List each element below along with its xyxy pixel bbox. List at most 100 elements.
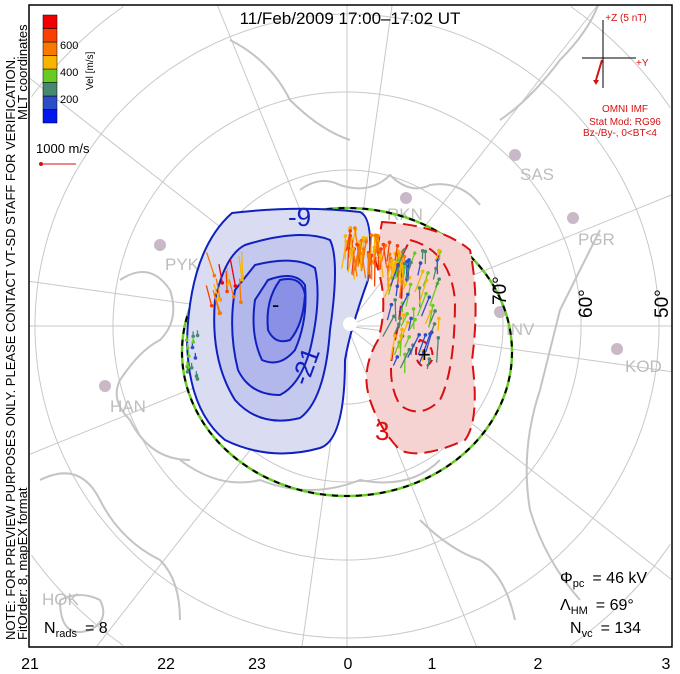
velocity-vector [379,255,384,278]
station-label: SAS [520,165,554,184]
hm-latitude: ΛHM = 69° [560,597,634,617]
velocity-vector [436,337,439,363]
vector-origin [343,234,348,238]
velocity-vector [417,262,422,276]
vector-origin [364,236,369,241]
vector-origin [191,334,196,339]
velocity-vector [419,351,425,363]
vector-origin [239,300,243,304]
vector-origin [390,258,395,263]
vector-origin [194,374,199,378]
imf-y-label: +Y [636,58,649,69]
vector-origin [436,336,441,340]
velocity-vector [205,285,213,306]
mlt-label: 0 [344,656,353,673]
imf-source: OMNI IMF [602,104,648,115]
velocity-vector [404,262,412,281]
velocity-vector [428,305,434,328]
vector-origin [409,260,413,265]
vector-origin [418,261,423,265]
vector-origin [395,284,400,289]
vector-origin [428,332,432,336]
velocity-colorbar [42,14,58,124]
velocity-vector [360,241,367,272]
potential-min-marker: - [272,292,279,317]
vector-origin [400,327,404,332]
velocity-vector [408,318,412,331]
vector-origin [437,248,441,253]
vector-origin [393,333,397,338]
station-label: PGR [578,230,615,249]
velocity-vector [352,247,360,276]
vector-origin [366,255,371,259]
velocity-vector [390,264,399,287]
vector-origin [353,226,357,230]
vector-origin [437,277,441,281]
vector-origin [395,355,400,359]
vector-origin [364,239,368,244]
station-label: HOK [42,590,80,609]
colorbar-segment [42,68,58,83]
vector-origin [407,335,411,339]
reference-vector-label: 1000 m/s [36,141,90,156]
velocity-vector [351,249,358,277]
coordinate-system: MLT coordinates [15,24,30,120]
station-label: KOD [625,357,662,376]
vector-origin [431,303,435,308]
colorbar-segment [42,14,58,29]
vector-origin [396,262,400,267]
vector-origin [378,253,382,258]
vector-origin [407,347,412,352]
velocity-vector [397,249,405,266]
mlt-label: 3 [662,656,671,673]
coastlines [39,5,601,633]
velocity-vector [386,304,393,321]
vector-origin [361,247,366,251]
velocity-vector [407,334,420,358]
velocity-vector [404,336,410,348]
vector-origin [426,271,430,275]
vector-count: Nvc = 134 [570,620,641,640]
velocity-vector [351,251,356,280]
colorbar-tick: 200 [60,94,78,106]
vector-origin [212,273,217,278]
colorbar-segment [42,55,58,70]
cross-polar-potential: Φpc = 46 kV [560,570,647,590]
vector-origin [405,320,410,325]
vector-origin [420,249,425,253]
vector-origin [387,252,392,256]
velocity-vector [386,262,398,285]
velocity-vector [432,268,437,280]
contour-label: -9 [288,202,311,232]
colorbar-label: Vel [m/s] [85,51,96,90]
vector-origin [412,251,417,256]
vector-origin [381,242,386,247]
vector-origin [189,366,194,370]
vector-origin [434,266,438,271]
velocity-vector [361,248,365,265]
velocity-vector [383,284,391,298]
vector-origin [195,377,200,381]
velocity-vector [369,235,373,265]
imf-condition: Bz-/By-, 0<BT<4 [583,128,657,139]
plot-frame [28,4,673,648]
velocity-vector [368,257,370,275]
vector-origin [411,307,416,311]
vector-origin [372,245,377,250]
vector-origin [185,364,189,369]
vector-origin [185,346,190,350]
vector-origin [422,350,426,355]
vector-origin [402,265,407,269]
velocity-vector [390,335,396,361]
vector-origin [217,297,221,302]
velocity-vector [358,240,363,259]
vector-origin [402,261,407,266]
vector-origin [195,333,200,338]
contour-label: 3 [375,416,389,446]
vector-origin [393,298,397,302]
radar-count: Nrads = 8 [44,620,108,640]
mlt-label: 21 [21,656,39,673]
vector-origin [409,316,413,321]
vector-origin [405,259,409,264]
